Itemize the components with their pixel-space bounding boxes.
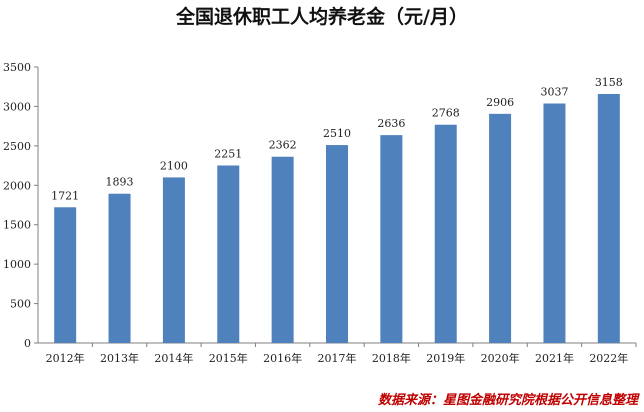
x-tick-label: 2014年 [154, 351, 193, 365]
x-tick-label: 2018年 [372, 351, 411, 365]
data-label: 2510 [323, 127, 351, 140]
x-tick-label: 2016年 [263, 351, 302, 365]
data-label: 3158 [595, 76, 623, 89]
y-tick-label: 500 [10, 298, 31, 311]
y-tick-label: 1500 [3, 219, 31, 232]
bar [543, 103, 566, 343]
data-label: 3037 [540, 86, 568, 99]
bar [434, 124, 457, 344]
x-tick-label: 2022年 [589, 351, 628, 365]
x-tick-label: 2021年 [535, 351, 574, 365]
x-tick-label: 2017年 [318, 351, 357, 365]
data-label: 2362 [269, 139, 297, 152]
data-label: 2636 [377, 117, 405, 130]
bar [217, 165, 240, 343]
bars [54, 93, 620, 344]
data-label: 2906 [486, 96, 514, 109]
data-label: 2251 [214, 147, 242, 160]
y-tick-label: 1000 [3, 258, 31, 271]
data-label: 2768 [432, 107, 460, 120]
x-tick-label: 2019年 [426, 351, 465, 365]
x-tick-label: 2013年 [100, 351, 139, 365]
y-tick-label: 2000 [3, 179, 31, 192]
data-labels: 1721 1893 2100 2251 2362 2510 2636 2768 2906 3037… [51, 76, 623, 202]
bar [489, 113, 512, 343]
x-tick-label: 2015年 [209, 351, 248, 365]
bar [326, 145, 348, 343]
axes: 0 500 1000 1500 2000 2500 3000 3500 2012年 2013年 20… [3, 61, 637, 365]
bar [271, 156, 294, 343]
data-label: 2100 [160, 159, 188, 172]
bar [597, 93, 620, 343]
chart-title: 全国退休职工人均养老金（元/月） [176, 6, 468, 28]
x-tick-label: 2020年 [481, 351, 520, 365]
y-tick-label: 3500 [3, 61, 31, 74]
bar [108, 193, 131, 343]
data-label: 1893 [106, 176, 134, 189]
bar [162, 177, 185, 343]
y-tick-label: 0 [24, 337, 31, 350]
bar [380, 135, 403, 343]
x-tick-label: 2012年 [46, 351, 85, 365]
data-label: 1721 [51, 189, 79, 202]
bar [54, 207, 77, 343]
source-note: 数据来源：星图金融研究院根据公开信息整理 [377, 393, 638, 408]
y-tick-label: 2500 [3, 140, 31, 153]
y-tick-label: 3000 [3, 100, 31, 113]
